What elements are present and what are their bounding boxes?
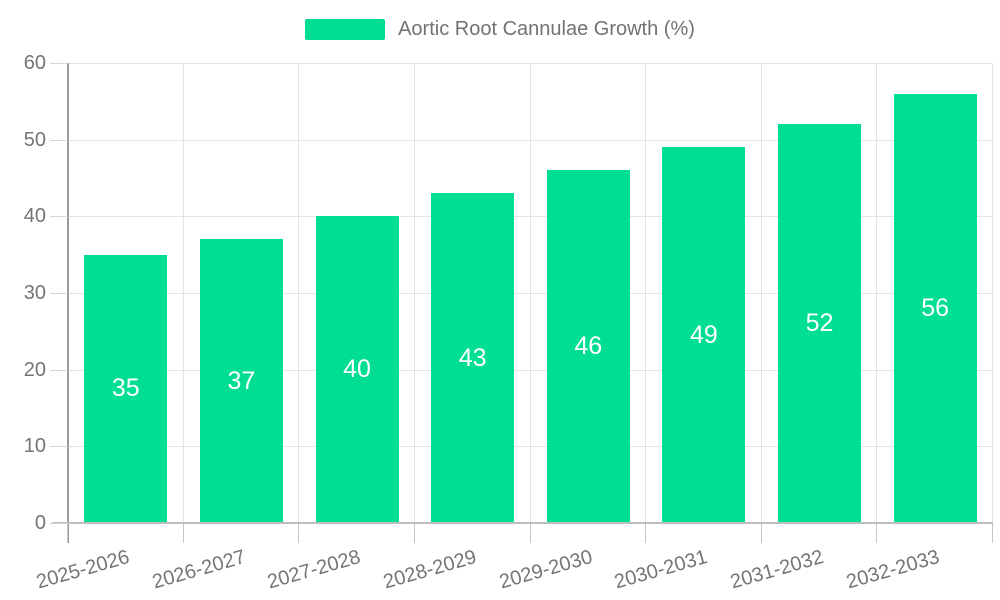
x-tick-label: 2029-2030 (496, 545, 595, 594)
y-axis-tick (50, 63, 68, 64)
y-axis-tick (50, 523, 68, 524)
v-gridline (298, 63, 300, 523)
y-tick-label: 0 (34, 512, 46, 534)
x-tick-label: 2032-2033 (843, 545, 942, 594)
x-tick-label: 2028-2029 (381, 545, 480, 594)
y-tick-label: 30 (23, 282, 46, 304)
x-axis-tick (413, 524, 415, 543)
v-gridline (182, 63, 184, 523)
x-axis-tick (645, 524, 647, 543)
y-axis-line (67, 63, 69, 543)
x-axis-tick (529, 524, 531, 543)
x-tick-label: 2030-2031 (612, 545, 711, 594)
bar: 35 (84, 254, 168, 523)
x-axis-tick (876, 524, 878, 543)
x-tick-label: 2027-2028 (265, 545, 364, 594)
bar: 46 (546, 170, 630, 523)
y-axis-tick (50, 139, 68, 141)
legend: Aortic Root Cannulae Growth (%) (0, 16, 1000, 42)
x-tick-label: 2026-2027 (149, 545, 248, 594)
y-axis-tick (50, 293, 68, 294)
bar: 40 (315, 216, 399, 523)
v-gridline (992, 63, 993, 523)
x-axis-tick (992, 524, 993, 543)
y-axis-tick (50, 216, 68, 218)
v-gridline (876, 63, 878, 523)
h-gridline (68, 63, 993, 64)
y-tick-label: 40 (23, 205, 46, 228)
v-gridline (413, 63, 415, 523)
v-gridline (645, 63, 647, 523)
v-gridline (529, 63, 531, 523)
bar: 52 (778, 124, 862, 523)
h-gridline (68, 446, 993, 448)
x-axis-tick (298, 524, 300, 543)
h-gridline (68, 139, 993, 141)
bar-value-label: 40 (343, 355, 371, 384)
h-gridline (68, 369, 993, 371)
x-axis-line (52, 522, 993, 524)
bar: 37 (199, 239, 283, 523)
bar: 56 (893, 93, 977, 523)
y-tick-label: 10 (23, 435, 46, 458)
x-axis-tick (67, 524, 68, 543)
v-gridline (760, 63, 762, 523)
bar-value-label: 52 (805, 309, 834, 338)
y-tick-label: 60 (23, 52, 46, 74)
h-gridline (68, 216, 993, 218)
bar: 49 (662, 147, 746, 523)
bar-value-label: 56 (921, 293, 950, 322)
bar-value-label: 35 (111, 374, 140, 403)
legend-color-swatch (305, 18, 386, 40)
bar-value-label: 49 (690, 320, 718, 349)
x-tick-label: 2025-2026 (34, 545, 133, 594)
y-axis-tick (50, 369, 68, 371)
x-axis-tick (760, 524, 762, 543)
y-tick-label: 20 (23, 358, 46, 381)
bar-value-label: 37 (227, 366, 256, 395)
bar-value-label: 43 (458, 343, 487, 372)
legend-label: Aortic Root Cannulae Growth (%) (398, 18, 695, 40)
h-gridline (68, 293, 993, 294)
plot-area: 35 37 40 43 46 49 52 56 (68, 63, 993, 523)
bar-value-label: 46 (574, 332, 603, 361)
y-tick-label: 50 (23, 128, 46, 151)
legend-item[interactable]: Aortic Root Cannulae Growth (%) (305, 16, 695, 42)
y-axis-tick (50, 446, 68, 448)
x-tick-label: 2031-2032 (727, 545, 826, 594)
x-axis-tick (182, 524, 184, 543)
bar: 43 (431, 193, 515, 523)
